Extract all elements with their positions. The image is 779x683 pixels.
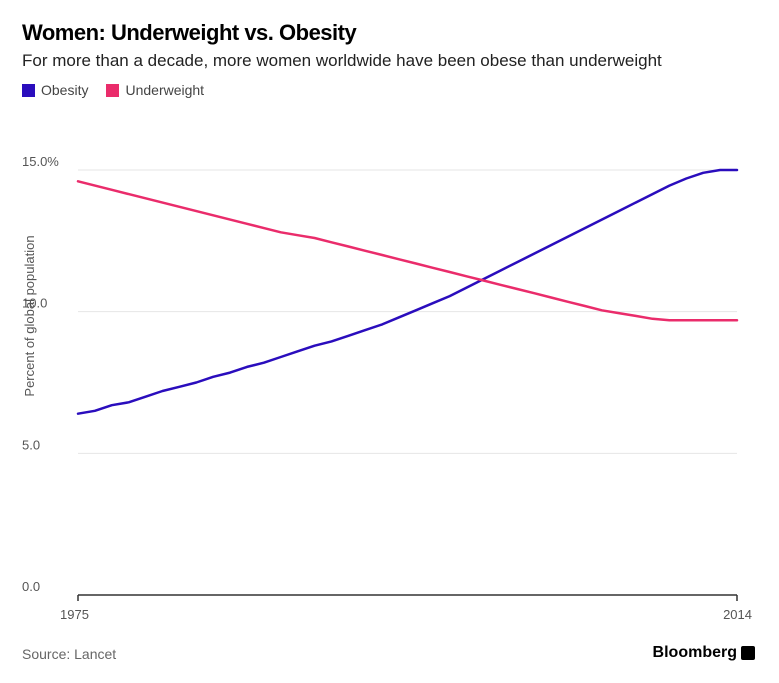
y-tick-label-1: 5.0 — [22, 437, 40, 452]
x-tick-label-1: 2014 — [723, 607, 752, 622]
bloomberg-icon — [741, 646, 755, 660]
series-line-underweight — [76, 180, 739, 322]
legend-swatch-obesity — [22, 83, 35, 97]
chart-title: Women: Underweight vs. Obesity — [22, 20, 357, 45]
legend-item-underweight: Underweight — [106, 82, 204, 98]
y-tick-label-3: 15.0% — [22, 154, 59, 169]
brand-logo: Bloomberg — [653, 644, 755, 662]
legend-swatch-underweight — [106, 83, 120, 97]
y-axis-label: Percent of global population — [22, 235, 37, 396]
source-note: Source: Lancet — [22, 646, 117, 662]
legend-label-underweight: Underweight — [125, 82, 205, 98]
series-line-obesity — [76, 168, 739, 415]
x-tick-label-0: 1975 — [60, 607, 89, 622]
brand-name: Bloomberg — [652, 644, 737, 661]
chart-subtitle: For more than a decade, more women world… — [22, 51, 662, 70]
legend: Obesity Underweight — [22, 82, 222, 98]
y-tick-label-2: 10.0 — [22, 296, 47, 311]
legend-item-obesity: Obesity — [22, 82, 88, 98]
y-tick-label-0: 0.0 — [22, 579, 40, 594]
legend-label-obesity: Obesity — [41, 82, 89, 98]
